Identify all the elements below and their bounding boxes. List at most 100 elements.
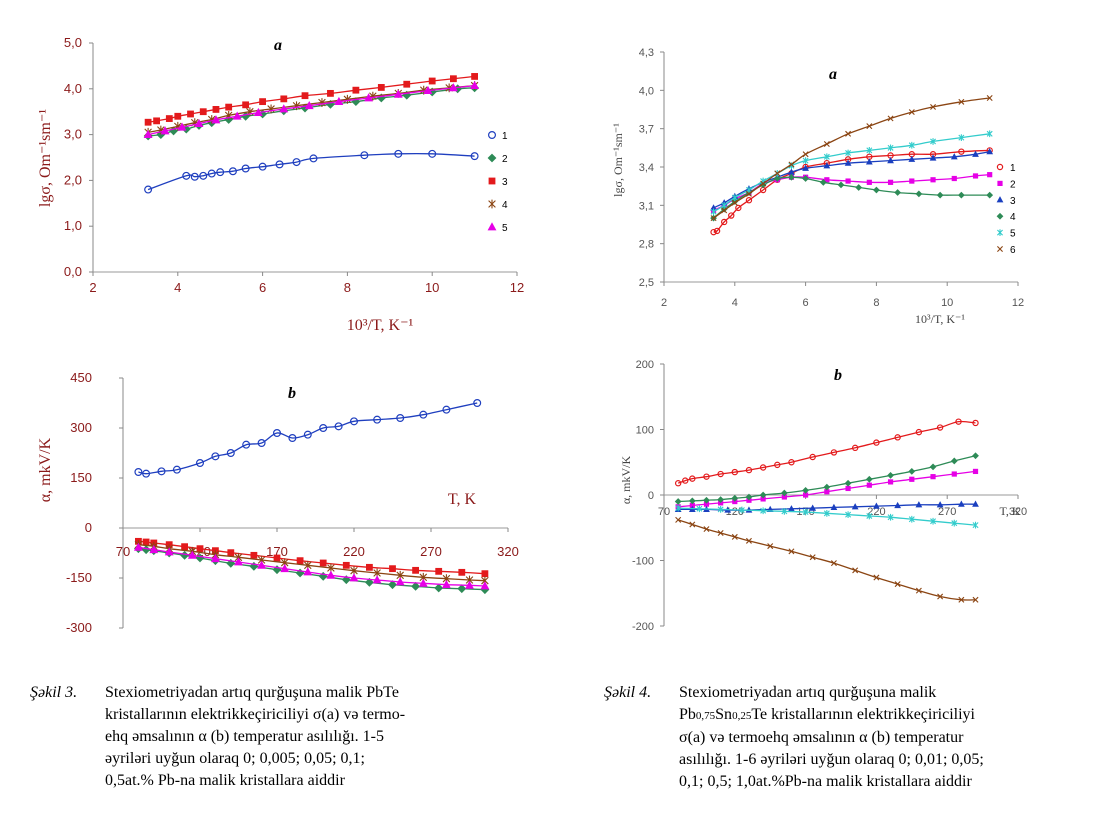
data-point [360, 151, 369, 160]
data-point [819, 178, 827, 186]
caption-fig3-line: ehq əmsalının α (b) temperatur asılılığı… [105, 728, 384, 745]
data-point [845, 130, 852, 137]
data-point [908, 155, 916, 162]
data-point [845, 178, 851, 184]
y-tick-label: 4,3 [639, 47, 654, 59]
data-point [929, 463, 937, 471]
data-point [930, 474, 936, 480]
data-point [280, 95, 288, 103]
data-point [703, 496, 710, 504]
legend-label: 4 [502, 200, 508, 211]
data-point [866, 123, 873, 130]
x-tick-label: 6 [259, 280, 266, 295]
data-point [226, 449, 235, 458]
data-point [803, 492, 809, 498]
y-tick-label: 0 [85, 520, 92, 535]
data-point [199, 171, 208, 180]
x-tick-label: 10 [941, 297, 953, 309]
data-point [403, 80, 411, 88]
data-point [471, 73, 478, 80]
data-point [395, 577, 405, 586]
data-point [319, 424, 328, 433]
data-point [207, 169, 216, 178]
data-point [133, 542, 143, 551]
legend-label: 2 [1010, 179, 1016, 190]
data-point [958, 596, 965, 603]
caption-fig4-line: 0,1; 0,5; 1,0at.%Pb-na malik kristallara… [679, 773, 972, 790]
data-point [788, 162, 795, 170]
data-point [480, 581, 490, 590]
data-point [894, 434, 901, 441]
data-point [366, 563, 373, 571]
y-tick-label: 3,7 [639, 124, 654, 136]
data-point [996, 212, 1004, 220]
data-point [845, 149, 852, 157]
data-point [851, 444, 859, 452]
data-point [936, 191, 944, 199]
y-tick-label: 0 [648, 490, 654, 502]
legend-label: 5 [1010, 229, 1016, 240]
data-point [930, 177, 936, 183]
data-point [936, 501, 944, 508]
y-axis-title: α, mkV/K [37, 437, 54, 502]
caption-fig3-line: kristallarının elektrikkeçiriciliyi σ(a)… [105, 706, 406, 723]
data-point [986, 95, 993, 101]
data-point [866, 179, 872, 185]
data-point [319, 559, 327, 567]
data-point [837, 181, 845, 189]
data-point [411, 581, 421, 591]
data-point [428, 149, 437, 158]
data-point [788, 505, 795, 512]
data-point [930, 138, 937, 145]
data-point [350, 417, 359, 426]
data-point [349, 573, 359, 582]
data-point [851, 503, 859, 510]
data-point [418, 578, 428, 587]
data-point [470, 80, 480, 89]
panel-label: b [288, 385, 296, 402]
data-point [450, 75, 457, 83]
y-tick-label: 2,5 [639, 277, 654, 289]
data-point [788, 161, 795, 168]
data-point [802, 487, 809, 494]
data-point [997, 229, 1003, 236]
data-point [866, 482, 872, 488]
data-point [153, 117, 160, 125]
data-point [915, 428, 923, 436]
data-point [309, 154, 318, 163]
data-point [216, 168, 225, 177]
data-point [710, 215, 717, 222]
formula-sub-pb: 0,75 [695, 710, 716, 722]
data-point [731, 199, 738, 206]
data-point [342, 561, 350, 569]
data-point [142, 538, 150, 546]
data-point [759, 464, 767, 471]
data-point [675, 516, 682, 523]
data-point [242, 440, 251, 449]
data-point [710, 228, 717, 236]
data-point [788, 168, 795, 175]
legend-label: 4 [1010, 212, 1016, 223]
y-tick-label: -200 [632, 621, 654, 633]
data-point [149, 544, 159, 554]
data-point [844, 479, 852, 487]
data-point [823, 483, 831, 491]
data-point [352, 86, 360, 94]
data-point [781, 494, 787, 500]
caption-fig3: Şəkil 3. Stexiometriyadan artıq qurğuşun… [30, 682, 540, 802]
data-point [303, 430, 312, 439]
data-point [689, 475, 696, 482]
series-line [138, 402, 478, 475]
data-point [908, 468, 916, 475]
data-point [488, 131, 497, 140]
data-point [334, 96, 344, 106]
data-point [972, 150, 979, 157]
data-point [674, 480, 682, 487]
data-point [688, 497, 696, 505]
legend-label: 3 [1010, 196, 1016, 207]
data-point [458, 568, 466, 576]
data-point [955, 418, 962, 425]
data-point [788, 548, 795, 555]
data-point [997, 246, 1003, 252]
data-point [377, 84, 385, 91]
